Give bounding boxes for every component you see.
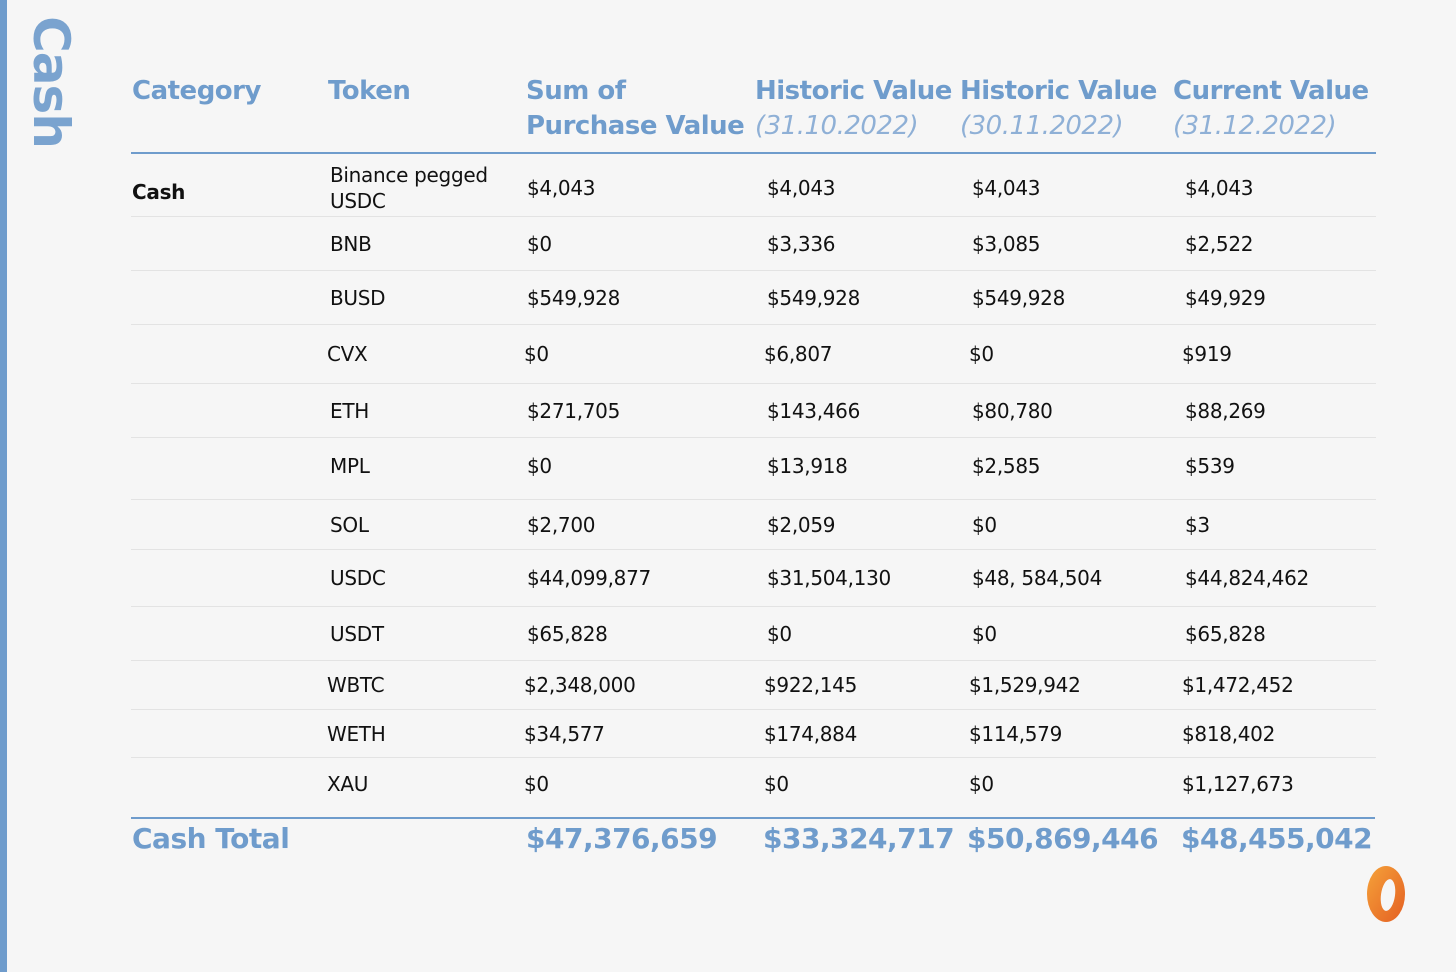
cell-current: $539 — [1185, 454, 1235, 478]
cell-token: CVX — [327, 342, 368, 366]
cell-historic-1: $549,928 — [767, 285, 861, 310]
cell-purchase: $44,099,877 — [527, 566, 651, 590]
cell-current: $1,472,452 — [1182, 673, 1294, 697]
table-row: WETH $34,577 $174,884 $114,579 $818,402 — [131, 710, 1376, 758]
cell-historic-2: $48, 584,504 — [972, 566, 1102, 590]
cell-historic-1: $0 — [767, 621, 792, 646]
cell-historic-2: $0 — [969, 342, 994, 366]
table-row: WBTC $2,348,000 $922,145 $1,529,942 $1,4… — [131, 661, 1376, 710]
header-historic-2-title: Historic Value — [960, 76, 1157, 106]
cell-historic-2: $114,579 — [969, 721, 1063, 746]
cell-purchase: $2,348,000 — [524, 673, 636, 697]
cell-purchase: $271,705 — [527, 398, 621, 423]
header-current: Current Value (31.12.2022) — [1173, 74, 1369, 144]
cell-token: MPL — [330, 454, 370, 478]
cell-current: $49,929 — [1185, 285, 1266, 310]
header-token: Token — [328, 76, 411, 106]
cell-token: BNB — [330, 231, 372, 256]
left-accent-bar — [0, 0, 7, 972]
cell-historic-1: $3,336 — [767, 231, 836, 256]
table-row: CVX $0 $6,807 $0 $919 — [131, 325, 1376, 384]
cell-purchase: $2,700 — [527, 512, 596, 537]
cell-historic-1: $143,466 — [767, 398, 861, 423]
total-purchase: $47,376,659 — [526, 822, 718, 855]
cell-current: $919 — [1182, 342, 1232, 366]
cell-purchase: $549,928 — [527, 285, 621, 310]
cell-historic-1: $13,918 — [767, 454, 848, 478]
total-current: $48,455,042 — [1181, 822, 1373, 855]
header-historic-1: Historic Value (31.10.2022) — [755, 74, 952, 144]
header-historic-1-title: Historic Value — [755, 76, 952, 106]
cell-current: $4,043 — [1185, 176, 1254, 200]
cell-historic-2: $0 — [969, 772, 994, 796]
cell-historic-1: $174,884 — [764, 721, 858, 746]
cell-purchase: $0 — [527, 231, 552, 256]
header-historic-1-date: (31.10.2022) — [755, 111, 919, 141]
total-label: Cash Total — [132, 822, 290, 855]
cell-historic-2: $0 — [972, 512, 997, 537]
header-purchase-line2: Purchase Value — [526, 111, 745, 141]
table-row: ETH $271,705 $143,466 $80,780 $88,269 — [131, 384, 1376, 438]
table-row: BUSD $549,928 $549,928 $549,928 $49,929 — [131, 271, 1376, 325]
cell-current: $818,402 — [1182, 721, 1276, 746]
side-title: Cash — [22, 16, 81, 148]
total-divider — [131, 817, 1375, 819]
header-historic-2: Historic Value (30.11.2022) — [960, 74, 1157, 144]
table-row: XAU $0 $0 $0 $1,127,673 — [131, 758, 1376, 810]
table-row: BNB $0 $3,336 $3,085 $2,522 — [131, 217, 1376, 271]
cell-token: USDT — [330, 621, 384, 646]
cell-purchase: $4,043 — [527, 176, 596, 200]
cell-historic-2: $4,043 — [972, 176, 1041, 200]
cell-category: Cash — [132, 180, 186, 204]
header-purchase: Sum of Purchase Value — [526, 74, 745, 144]
cell-token: BUSD — [330, 285, 386, 310]
table-row: MPL $0 $13,918 $2,585 $539 — [131, 438, 1376, 500]
cell-historic-2: $1,529,942 — [969, 673, 1081, 697]
cell-purchase: $0 — [524, 342, 549, 366]
header-divider — [131, 152, 1376, 154]
cell-historic-1: $2,059 — [767, 512, 836, 537]
table-row: USDT $65,828 $0 $0 $65,828 — [131, 607, 1376, 661]
cell-historic-1: $0 — [764, 772, 789, 796]
header-historic-2-date: (30.11.2022) — [960, 111, 1124, 141]
cell-current: $65,828 — [1185, 621, 1266, 646]
cell-current: $88,269 — [1185, 398, 1266, 423]
cell-historic-2: $0 — [972, 621, 997, 646]
cell-purchase: $65,828 — [527, 621, 608, 646]
cell-token: Binance pegged USDC — [330, 163, 488, 213]
cell-token: XAU — [327, 772, 369, 796]
cell-purchase: $34,577 — [524, 721, 605, 746]
table-row: USDC $44,099,877 $31,504,130 $48, 584,50… — [131, 550, 1376, 607]
cell-token: WBTC — [327, 673, 385, 697]
cell-historic-2: $2,585 — [972, 454, 1041, 478]
cell-historic-2: $549,928 — [972, 285, 1066, 310]
cell-token: WETH — [327, 721, 386, 746]
cell-purchase: $0 — [527, 454, 552, 478]
total-historic-2: $50,869,446 — [967, 822, 1159, 855]
cell-current: $44,824,462 — [1185, 566, 1309, 590]
header-current-date: (31.12.2022) — [1173, 111, 1337, 141]
header-current-title: Current Value — [1173, 76, 1369, 106]
cell-token: USDC — [330, 566, 386, 590]
cell-historic-1: $6,807 — [764, 342, 833, 366]
cell-historic-1: $922,145 — [764, 673, 858, 697]
cell-historic-2: $80,780 — [972, 398, 1053, 423]
cell-current: $2,522 — [1185, 231, 1254, 256]
cell-current: $3 — [1185, 512, 1210, 537]
cell-token: ETH — [330, 398, 369, 423]
cell-token: SOL — [330, 512, 369, 537]
orange-ring-logo-icon — [1367, 866, 1405, 922]
cell-purchase: $0 — [524, 772, 549, 796]
cell-historic-1: $4,043 — [767, 176, 836, 200]
table-row: Cash Binance pegged USDC $4,043 $4,043 $… — [131, 160, 1376, 217]
header-purchase-line1: Sum of — [526, 76, 626, 106]
cell-current: $1,127,673 — [1182, 772, 1294, 796]
table-row: SOL $2,700 $2,059 $0 $3 — [131, 500, 1376, 550]
cell-historic-2: $3,085 — [972, 231, 1041, 256]
header-category: Category — [132, 76, 261, 106]
cell-historic-1: $31,504,130 — [767, 566, 891, 590]
total-historic-1: $33,324,717 — [763, 822, 955, 855]
